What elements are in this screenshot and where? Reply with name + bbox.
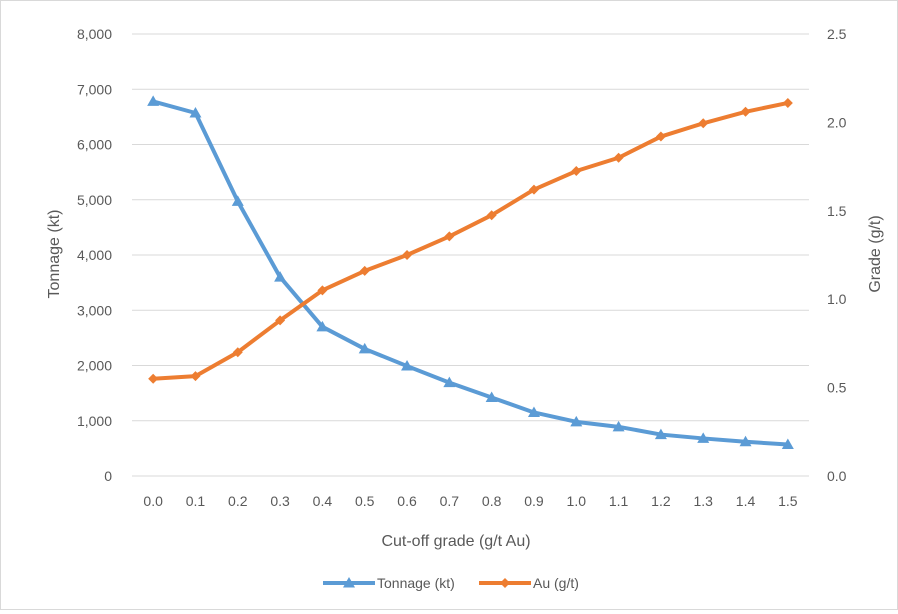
y2-tick-label: 2.0: [827, 114, 847, 130]
axes: 0 1,000 2,000 3,000 4,000 5,000 6,000 7,000 8,00…: [77, 26, 847, 509]
data-point-marker: [782, 97, 793, 108]
y2-tick-label: 1.5: [827, 203, 847, 219]
data-point-marker: [486, 210, 497, 221]
x-tick-label: 0.0: [143, 493, 163, 509]
y2-tick-label: 0.5: [827, 380, 847, 396]
x-tick-label: 0.4: [313, 493, 333, 509]
data-point-marker: [231, 195, 244, 206]
x-tick-label: 1.5: [778, 493, 798, 509]
series-line: [151, 100, 790, 381]
x-tick-label: 1.2: [651, 493, 671, 509]
data-point-marker: [527, 406, 540, 417]
x-tick-label: 1.4: [736, 493, 756, 509]
y-tick-label: 4,000: [77, 247, 112, 263]
y-tick-label: 0: [104, 468, 112, 484]
legend-marker-swatch: [500, 578, 510, 588]
y2-tick-label: 2.5: [827, 26, 847, 42]
x-tick-label: 0.2: [228, 493, 248, 509]
data-point-marker: [443, 376, 456, 388]
data-point-marker: [358, 342, 371, 354]
data-point-marker: [697, 432, 710, 443]
y-tick-label: 8,000: [77, 26, 112, 42]
series-tonnage: [147, 95, 794, 450]
data-point-marker: [571, 166, 582, 177]
y2-axis-title: Grade (g/t): [867, 215, 884, 292]
series-au-grade: [148, 97, 793, 384]
data-point-marker: [781, 438, 794, 450]
data-point-marker: [698, 118, 709, 129]
x-tick-label: 0.3: [270, 493, 290, 509]
data-point-marker: [612, 420, 625, 432]
x-tick-label: 0.8: [482, 493, 502, 509]
data-point-marker: [359, 265, 370, 276]
data-point-marker: [316, 320, 329, 332]
y2-tick-label: 0.0: [827, 468, 847, 484]
data-point-marker: [739, 435, 752, 447]
y-tick-label: 5,000: [77, 192, 112, 208]
x-tick-label: 1.3: [693, 493, 713, 509]
data-point-marker: [317, 285, 328, 296]
gridlines: [132, 33, 809, 422]
data-point-marker: [485, 391, 498, 403]
y-tick-label: 6,000: [77, 137, 112, 153]
legend-item-tonnage: Tonnage (kt): [323, 575, 455, 591]
data-point-marker: [274, 271, 287, 282]
x-tick-label: 1.1: [609, 493, 629, 509]
x-tick-label: 1.0: [567, 493, 587, 509]
y-tick-label: 7,000: [77, 81, 112, 97]
legend-label: Au (g/t): [533, 575, 579, 591]
series-layer: [147, 95, 794, 450]
x-tick-label: 0.7: [440, 493, 460, 509]
data-point-marker: [232, 347, 243, 358]
data-point-marker: [190, 371, 201, 382]
x-tick-label: 0.9: [524, 493, 544, 509]
series-line: [151, 99, 790, 447]
legend-label: Tonnage (kt): [377, 575, 455, 591]
data-point-marker: [275, 315, 286, 326]
legend: Tonnage (kt) Au (g/t): [323, 575, 579, 591]
data-point-marker: [189, 107, 202, 118]
data-point-marker: [613, 152, 624, 163]
data-point-marker: [444, 231, 455, 242]
data-point-marker: [655, 131, 666, 142]
data-point-marker: [402, 250, 413, 260]
data-point-marker: [401, 360, 414, 371]
y-tick-label: 3,000: [77, 302, 112, 318]
data-point-marker: [740, 106, 751, 117]
y2-tick-label: 1.0: [827, 291, 847, 307]
data-point-marker: [654, 428, 667, 440]
x-tick-label: 0.6: [397, 493, 417, 509]
y-tick-label: 2,000: [77, 358, 112, 374]
legend-item-au: Au (g/t): [479, 575, 579, 591]
x-tick-label: 0.5: [355, 493, 375, 509]
data-point-marker: [570, 415, 583, 427]
x-tick-label: 0.1: [186, 493, 206, 509]
data-point-marker: [528, 184, 539, 195]
data-point-marker: [148, 373, 159, 384]
data-point-marker: [147, 95, 160, 106]
y-axis-title: Tonnage (kt): [46, 210, 63, 299]
x-axis-title: Cut-off grade (g/t Au): [381, 533, 530, 550]
y-tick-label: 1,000: [77, 413, 112, 429]
legend-marker-swatch: [343, 577, 355, 588]
